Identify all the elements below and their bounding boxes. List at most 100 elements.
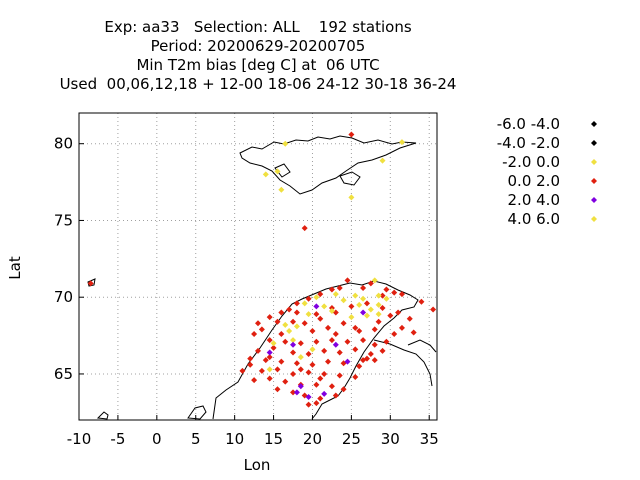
data-point [313, 303, 320, 310]
data-point [266, 354, 273, 361]
data-point [297, 366, 304, 373]
data-point [367, 280, 374, 287]
data-point [262, 357, 269, 364]
data-point [360, 357, 367, 364]
legend-entry-label: 0.0 2.0 [507, 172, 560, 190]
data-point [332, 291, 339, 298]
data-point [387, 312, 394, 319]
chart-title-line-1: Exp: aa33 Selection: ALL 192 stations [104, 18, 412, 36]
chart-title-line-4: Used 00,06,12,18 + 12-00 18-06 24-12 30-… [59, 75, 457, 93]
data-point [383, 286, 390, 293]
data-point [360, 284, 367, 291]
legend-entry-label: -6.0 -4.0 [496, 115, 560, 133]
data-point [391, 331, 398, 338]
data-points [87, 131, 437, 408]
data-point [379, 292, 386, 299]
data-point [328, 286, 335, 293]
data-point [360, 309, 367, 316]
data-point [266, 375, 273, 382]
data-point [391, 289, 398, 296]
data-point [239, 367, 246, 374]
legend-entry-label: 2.0 4.0 [507, 191, 560, 209]
x-tick-label: 30 [381, 430, 400, 448]
x-tick-label: 15 [264, 430, 283, 448]
data-point [352, 292, 359, 299]
data-point [332, 392, 339, 399]
data-point [360, 295, 367, 302]
legend-marker [591, 178, 597, 184]
data-point [282, 140, 289, 147]
data-point [348, 194, 355, 201]
data-point [286, 306, 293, 313]
chart-title-line-2: Period: 20200629-20200705 [150, 37, 366, 55]
x-tick-label: 35 [420, 430, 439, 448]
data-point [270, 344, 277, 351]
data-point [360, 337, 367, 344]
data-point [247, 355, 254, 362]
data-point [301, 320, 308, 327]
data-point [379, 347, 386, 354]
data-point [309, 361, 316, 368]
data-point [266, 337, 273, 344]
data-point [340, 297, 347, 304]
data-point [317, 395, 324, 402]
data-point [290, 341, 297, 348]
data-point [328, 337, 335, 344]
data-point [313, 338, 320, 345]
data-point [336, 349, 343, 356]
data-point [317, 315, 324, 322]
data-point [278, 331, 285, 338]
data-point [301, 300, 308, 307]
y-tick-label: 70 [54, 288, 73, 306]
data-point [270, 340, 277, 347]
data-point [325, 358, 332, 365]
data-point [282, 321, 289, 328]
data-point [317, 291, 324, 298]
y-tick-label: 65 [54, 365, 73, 383]
y-tick-label: 80 [54, 135, 73, 153]
data-point [305, 369, 312, 376]
x-tick-label: 20 [303, 430, 322, 448]
data-point [344, 338, 351, 345]
data-point [293, 323, 300, 330]
legend-marker [591, 216, 597, 222]
data-point [383, 295, 390, 302]
data-point [328, 383, 335, 390]
legend-marker [591, 197, 597, 203]
data-point [274, 366, 281, 373]
data-point [371, 341, 378, 348]
data-point [344, 358, 351, 365]
data-point [266, 349, 273, 356]
data-point [383, 338, 390, 345]
y-axis-label: Lat [6, 256, 24, 280]
data-point [328, 308, 335, 315]
x-tick-label: -10 [67, 430, 92, 448]
data-point [290, 389, 297, 396]
x-tick-label: 10 [225, 430, 244, 448]
data-point [301, 225, 308, 232]
data-point [348, 303, 355, 310]
coastline [87, 135, 437, 420]
data-point [290, 370, 297, 377]
data-point [247, 361, 254, 368]
data-point [258, 326, 265, 333]
legend-marker [591, 121, 597, 127]
data-point [290, 318, 297, 325]
data-point [305, 393, 312, 400]
data-point [255, 320, 261, 327]
data-point [305, 350, 312, 357]
data-point [297, 340, 304, 347]
data-point [352, 346, 359, 353]
data-point [321, 347, 328, 354]
data-point [367, 306, 374, 313]
data-point [356, 301, 363, 308]
data-point [371, 277, 378, 284]
data-point [375, 311, 382, 318]
data-point [293, 300, 300, 307]
data-point [321, 390, 328, 397]
data-point [348, 131, 355, 138]
data-point [297, 383, 304, 390]
data-point [293, 309, 300, 316]
data-point [313, 294, 320, 301]
